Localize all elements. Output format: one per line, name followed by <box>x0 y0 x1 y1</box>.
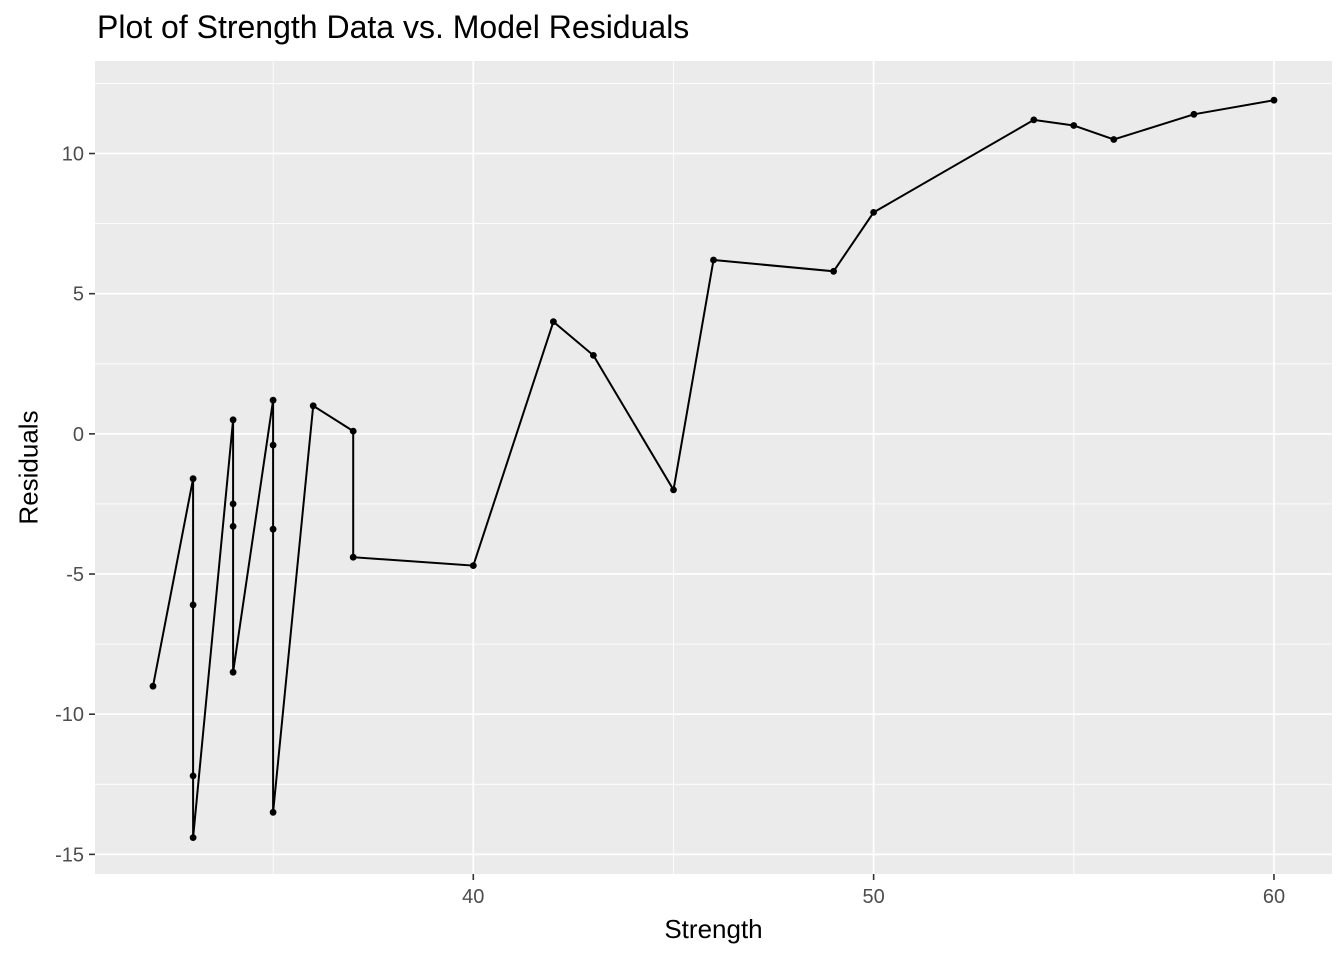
x-tick-label: 50 <box>863 886 885 908</box>
x-tick-label: 40 <box>462 886 484 908</box>
data-point <box>349 427 357 435</box>
y-tick-label: -10 <box>55 704 84 726</box>
data-point <box>309 402 317 410</box>
y-axis-title: Residuals <box>13 410 44 525</box>
x-axis-title: Strength <box>664 914 763 944</box>
data-point <box>269 441 277 449</box>
y-tick-label: 5 <box>73 284 84 306</box>
y-axis-title-box: Residuals <box>8 61 50 874</box>
data-point <box>1270 96 1278 104</box>
data-point <box>870 209 877 216</box>
y-tick-label: 0 <box>73 424 84 446</box>
data-point <box>269 396 277 404</box>
x-tick-labels: 40 50 60 <box>462 886 1285 908</box>
data-point <box>229 416 237 424</box>
chart-title: Plot of Strength Data vs. Model Residual… <box>97 9 690 45</box>
data-point <box>189 601 197 609</box>
data-point <box>189 834 197 841</box>
data-point <box>1190 110 1198 118</box>
data-point <box>269 808 277 816</box>
y-tick-label: -15 <box>55 844 84 866</box>
data-point <box>590 352 597 359</box>
panel-background <box>95 61 1332 874</box>
data-point <box>1030 116 1038 124</box>
data-point <box>469 562 477 569</box>
axis-tick-marks <box>89 152 1275 880</box>
grid-major <box>95 61 1332 874</box>
data-point <box>710 256 717 264</box>
data-point <box>349 553 357 561</box>
data-line <box>152 99 1275 838</box>
y-tick-labels: 10 5 0 -5 -10 -15 <box>55 144 84 867</box>
data-point <box>550 318 557 326</box>
data-point <box>670 486 677 494</box>
data-point <box>189 475 197 483</box>
y-tick-label: -5 <box>66 564 84 586</box>
data-point <box>830 267 837 275</box>
x-tick-label: 60 <box>1263 886 1285 908</box>
data-point <box>1070 122 1078 129</box>
data-point <box>1110 136 1118 143</box>
grid-minor <box>95 61 1332 874</box>
data-point <box>229 523 237 530</box>
data-point <box>229 668 237 676</box>
data-point <box>269 525 277 533</box>
data-point <box>149 682 157 690</box>
data-point <box>189 772 197 780</box>
y-tick-label: 10 <box>62 144 84 166</box>
data-points <box>149 96 1278 841</box>
data-point <box>229 500 237 508</box>
